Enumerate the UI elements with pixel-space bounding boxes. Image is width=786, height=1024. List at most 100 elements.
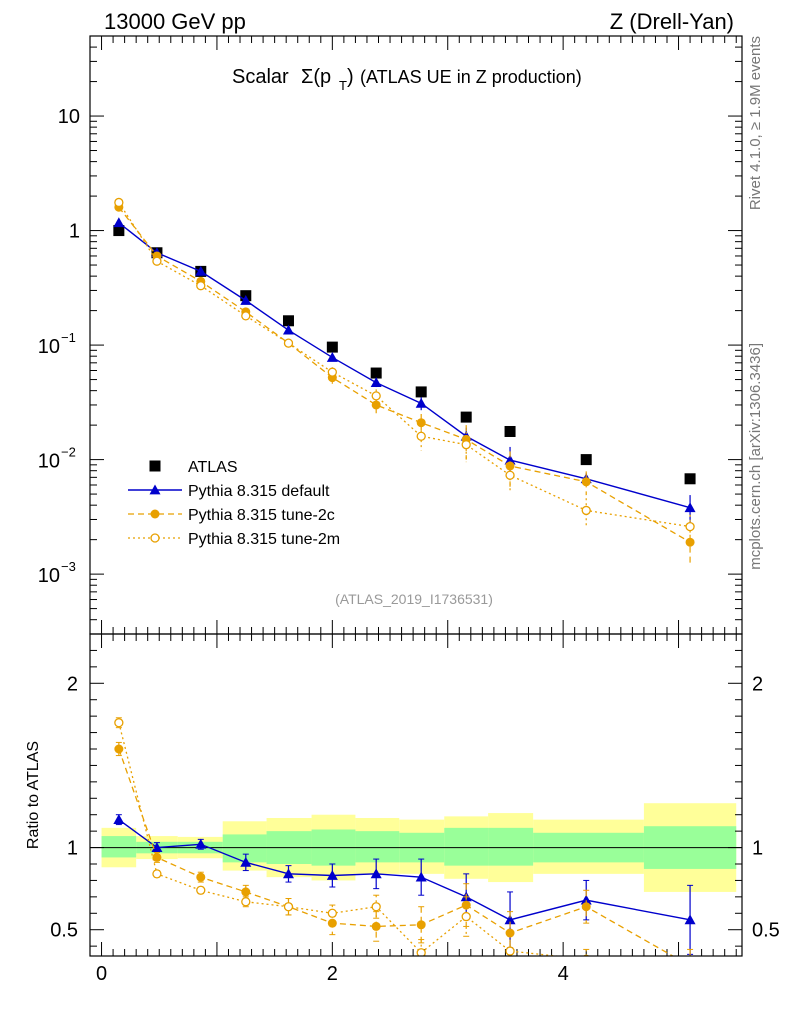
marker-0-11 <box>684 473 696 485</box>
ratio-marker-2-8 <box>461 900 471 910</box>
marker-3-10 <box>581 505 591 516</box>
ratio-marker-1-5 <box>326 870 338 880</box>
ratio-y-label-right-1: 1 <box>752 838 763 860</box>
ratio-marker-2-0 <box>114 744 124 754</box>
ratio-marker-3-4 <box>283 902 294 912</box>
y-tick-exp-3: −2 <box>61 445 76 460</box>
marker-2-10 <box>581 477 591 487</box>
y-tick-label-4: 10 <box>38 565 60 587</box>
ratio-frame <box>89 633 743 957</box>
marker-3-0 <box>114 197 124 208</box>
marker-2-11 <box>685 537 695 547</box>
ratio-line-1 <box>118 819 691 921</box>
ratio-marker-2-1 <box>152 852 162 862</box>
marker-3-1 <box>152 256 162 266</box>
ratio-marker-2-11 <box>686 961 695 970</box>
rivet-label: Rivet 4.1.0, ≥ 1.9M events <box>747 36 764 210</box>
marker-3-2 <box>196 281 206 291</box>
ratio-marker-3-2 <box>196 885 206 895</box>
marker-1-4 <box>282 324 294 335</box>
marker-1-6 <box>370 377 382 388</box>
ratio-marker-3-7 <box>416 948 426 956</box>
marker-0-10 <box>580 454 592 466</box>
marker-2-7 <box>416 418 426 428</box>
marker-1-9 <box>504 454 516 465</box>
marker-0-0 <box>113 225 125 237</box>
ratio-line-3 <box>118 722 562 956</box>
legend-label-1: Pythia 8.315 default <box>188 483 330 500</box>
ratio-marker-1-9 <box>504 914 516 925</box>
ratio-marker-3-3 <box>241 897 251 907</box>
legend-marker-2 <box>150 509 160 519</box>
marker-3-3 <box>241 311 251 321</box>
marker-0-9 <box>504 425 516 437</box>
legend: ATLAS Pythia 8.315 default Pythia 8.315 tu… <box>128 459 340 548</box>
x-tick-label-1: 2 <box>327 963 338 985</box>
legend-marker-3 <box>150 533 160 543</box>
header-right: Z (Drell-Yan) <box>610 9 734 34</box>
y-tick-label-2: 10 <box>38 336 60 358</box>
marker-1-0 <box>113 217 125 228</box>
band-inner-0 <box>101 836 137 858</box>
ratio-y-label-left-2: 2 <box>67 673 78 695</box>
marker-1-3 <box>240 295 252 305</box>
y-tick-exp-4: −3 <box>61 559 76 574</box>
ratio-marker-2-9 <box>505 928 515 938</box>
band-inner-3 <box>222 834 267 863</box>
band-inner-6 <box>355 831 400 863</box>
legend-marker-0 <box>149 460 161 472</box>
marker-1-2 <box>195 265 207 276</box>
ratio-marker-1-1 <box>151 842 163 852</box>
marker-3-5 <box>327 367 337 377</box>
marker-2-6 <box>371 400 381 410</box>
ratio-marker-1-4 <box>282 868 294 879</box>
ratio-marker-1-6 <box>370 868 382 879</box>
marker-3-11 <box>685 521 695 532</box>
ratio-marker-3-6 <box>371 902 381 912</box>
x-tick-label-0: 0 <box>96 963 107 985</box>
marker-3-8 <box>461 440 471 450</box>
title-sigma: Σ(p <box>301 66 331 88</box>
marker-0-8 <box>460 411 472 423</box>
ratio-y-label-left-1: 1 <box>67 838 78 860</box>
ratio-marker-2-6 <box>371 921 381 931</box>
ratio-marker-2-10 <box>581 902 591 912</box>
ratio-marker-1-7 <box>415 871 427 882</box>
marker-1-5 <box>326 351 338 362</box>
legend-label-2: Pythia 8.315 tune-2c <box>188 507 335 524</box>
analysis-watermark: (ATLAS_2019_I1736531) <box>335 591 493 607</box>
main-title: Scalar Σ(p T ) (ATLAS UE in Z production… <box>232 66 582 93</box>
marker-0-7 <box>415 386 427 398</box>
ratio-marker-3-0 <box>114 718 124 728</box>
marker-0-5 <box>326 341 338 353</box>
y-tick-label-0: 10 <box>58 106 80 128</box>
ratio-marker-1-0 <box>113 814 125 825</box>
marker-2-9 <box>505 461 515 471</box>
legend-label-0: ATLAS <box>188 459 238 476</box>
marker-3-6 <box>371 391 381 401</box>
marker-0-6 <box>370 367 382 379</box>
band-inner-9 <box>488 827 534 866</box>
title-subscript: T <box>339 78 347 93</box>
ratio-marker-1-11 <box>684 914 696 925</box>
mcplots-label: mcplots.cern.ch [arXiv:1306.3436] <box>747 343 764 570</box>
y-tick-exp-2: −1 <box>61 330 76 345</box>
ratio-marker-3-1 <box>152 869 162 879</box>
marker-0-4 <box>282 315 294 327</box>
series-line-3 <box>118 202 691 528</box>
ratio-marker-2-2 <box>196 872 206 882</box>
series-line-2 <box>118 206 691 543</box>
ratio-line-2 <box>118 748 675 956</box>
title-close: ) <box>347 66 354 88</box>
title-scalar: Scalar <box>232 66 289 88</box>
marker-1-11 <box>684 502 696 513</box>
marker-1-7 <box>415 397 427 408</box>
ratio-marker-3-5 <box>327 908 337 918</box>
band-inner-8 <box>444 827 489 866</box>
legend-marker-1 <box>149 484 161 495</box>
ratio-series-group <box>113 717 696 970</box>
ratio-marker-2-5 <box>327 918 337 928</box>
ratio-marker-1-10 <box>580 894 592 905</box>
